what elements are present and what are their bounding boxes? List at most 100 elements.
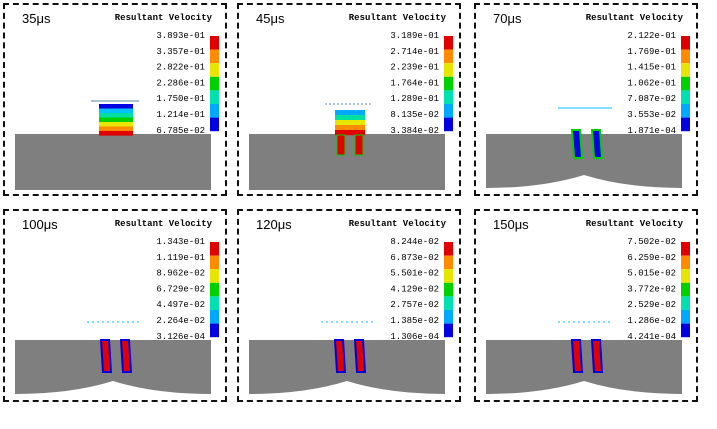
specimen-leg	[99, 339, 113, 373]
legend-swatch	[210, 255, 219, 270]
ground	[486, 340, 682, 394]
legend-label: 1.750e-01	[156, 94, 205, 104]
legend-swatch	[444, 323, 453, 338]
time-label: 120μs	[256, 217, 292, 232]
specimen-band	[99, 117, 133, 123]
legend-label: 1.286e-02	[627, 316, 676, 326]
legend-label: 3.553e-02	[627, 110, 676, 120]
specimen-band	[99, 108, 133, 114]
legend-swatch	[444, 296, 453, 310]
legend-label: 1.062e-01	[627, 78, 676, 88]
legend-swatch	[681, 117, 690, 132]
time-label: 70μs	[493, 11, 522, 26]
ground	[15, 340, 211, 394]
legend-label: 2.822e-01	[156, 63, 205, 73]
legend-swatch	[210, 282, 219, 297]
specimen-band	[99, 131, 133, 136]
specimen-band	[99, 104, 133, 109]
legend-swatch	[444, 63, 453, 77]
legend-label: 1.306e-04	[390, 332, 439, 342]
legend-label: 4.129e-02	[390, 284, 439, 294]
legend-swatch	[681, 104, 690, 118]
legend-label: 5.501e-02	[390, 269, 439, 279]
specimen-leg	[590, 129, 604, 159]
legend-swatch	[681, 49, 690, 64]
legend-label: 8.962e-02	[156, 269, 205, 279]
legend-title: Resultant Velocity	[586, 13, 684, 23]
legend-title: Resultant Velocity	[349, 13, 447, 23]
legend-swatch	[444, 104, 453, 118]
legend-label: 1.769e-01	[627, 47, 676, 57]
legend-label: 1.385e-02	[390, 316, 439, 326]
legend-label: 4.497e-02	[156, 300, 205, 310]
legend-label: 8.135e-02	[390, 110, 439, 120]
specimen-leg	[354, 134, 364, 156]
panel: 120μs Resultant Velocity 8.244e-02 6.873e-0…	[237, 209, 461, 402]
specimen-band	[99, 122, 133, 127]
panel-canvas: 45μs Resultant Velocity 3.189e-01 2.714e-01…	[249, 11, 453, 190]
ground	[486, 134, 682, 188]
legend-label: 6.729e-02	[156, 284, 205, 294]
legend-label: 2.264e-02	[156, 316, 205, 326]
legend-swatch	[210, 49, 219, 64]
panel: 100μs Resultant Velocity 1.343e-01 1.119e-0…	[3, 209, 227, 402]
legend-label: 1.289e-01	[390, 94, 439, 104]
ground	[249, 340, 445, 394]
specimen-leg	[590, 339, 604, 373]
panel: 150μs Resultant Velocity 7.502e-02 6.259e-0…	[474, 209, 698, 402]
time-label: 45μs	[256, 11, 285, 26]
legend-label: 3.126e-04	[156, 332, 205, 342]
specimen-leg	[336, 134, 346, 156]
legend-swatch	[210, 36, 219, 50]
legend-swatch	[681, 310, 690, 324]
specimen-leg	[333, 339, 347, 373]
legend-label: 7.087e-02	[627, 94, 676, 104]
legend-swatch	[210, 76, 219, 91]
panel-canvas: 35μs Resultant Velocity 3.893e-01 3.357e-01…	[15, 11, 219, 190]
legend-label: 1.214e-01	[156, 110, 205, 120]
legend-swatch	[210, 63, 219, 77]
legend-label: 3.384e-02	[390, 126, 439, 136]
legend-swatch	[444, 255, 453, 270]
specimen-leg	[353, 339, 367, 373]
panel: 70μs Resultant Velocity 2.122e-01 1.769e-01…	[474, 3, 698, 196]
legend-swatch	[444, 310, 453, 324]
specimen-band	[335, 125, 365, 131]
legend-swatch	[444, 242, 453, 256]
legend-swatch	[681, 255, 690, 270]
legend-swatch	[444, 117, 453, 132]
panel: 35μs Resultant Velocity 3.893e-01 3.357e-01…	[3, 3, 227, 196]
legend-label: 6.259e-02	[627, 253, 676, 263]
legend-label: 8.244e-02	[390, 237, 439, 247]
legend-label: 2.286e-01	[156, 78, 205, 88]
specimen-band	[335, 115, 365, 121]
legend-swatch	[210, 269, 219, 283]
specimen-band	[99, 126, 133, 132]
specimen-leg	[119, 339, 133, 373]
legend-swatch	[444, 269, 453, 283]
legend-swatch	[681, 76, 690, 91]
time-label: 100μs	[22, 217, 58, 232]
time-label: 35μs	[22, 11, 51, 26]
ground	[249, 134, 445, 190]
legend-swatch	[681, 282, 690, 297]
specimen-band	[335, 110, 365, 116]
panel-canvas: 100μs Resultant Velocity 1.343e-01 1.119e-0…	[15, 217, 219, 394]
panel: 45μs Resultant Velocity 3.189e-01 2.714e-01…	[237, 3, 461, 196]
specimen-band	[335, 120, 365, 126]
panel-canvas: 120μs Resultant Velocity 8.244e-02 6.873e-0…	[249, 217, 453, 394]
legend-swatch	[210, 310, 219, 324]
legend-label: 6.873e-02	[390, 253, 439, 263]
legend-label: 2.714e-01	[390, 47, 439, 57]
legend-title: Resultant Velocity	[115, 13, 213, 23]
legend-label: 1.343e-01	[156, 237, 205, 247]
legend-label: 1.415e-01	[627, 63, 676, 73]
legend-swatch	[681, 323, 690, 338]
legend-label: 2.529e-02	[627, 300, 676, 310]
legend-label: 6.785e-02	[156, 126, 205, 136]
legend-swatch	[681, 296, 690, 310]
legend-label: 3.893e-01	[156, 31, 205, 41]
legend-title: Resultant Velocity	[586, 219, 684, 229]
legend-swatch	[444, 76, 453, 91]
legend-swatch	[210, 296, 219, 310]
